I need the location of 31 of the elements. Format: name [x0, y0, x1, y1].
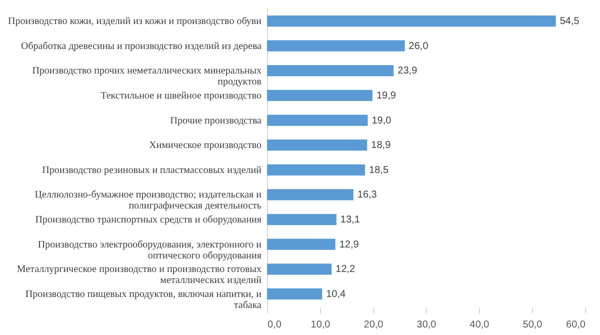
data-label: 19,0 — [372, 115, 392, 126]
data-label: 12,9 — [339, 239, 360, 250]
x-tick-label: 40,0 — [470, 320, 490, 330]
data-label: 54,5 — [560, 16, 580, 28]
y-tick-label: Производство кожи, изделий из кожи и производство обуви — [8, 16, 262, 28]
x-tick-label: 30,0 — [416, 320, 437, 330]
y-tick-label: Прочие производства — [170, 115, 262, 126]
y-tick-label: Химическое производство — [149, 140, 262, 152]
y-tick-label: Производство транспортных средств и оборудования — [35, 214, 262, 226]
x-tick-label: 0,0 — [268, 320, 282, 330]
data-label: 26,0 — [408, 40, 429, 52]
data-label: 10,4 — [326, 288, 346, 300]
data-label: 18,9 — [371, 140, 392, 152]
x-tick-label: 10,0 — [310, 320, 331, 330]
data-label: 12,2 — [336, 264, 356, 276]
x-tick-label: 60,0 — [566, 320, 586, 330]
y-tick-label: Целлюлозно-бумажное производство; издательская и полиграфическая деятельность — [34, 190, 262, 212]
data-label: 16,3 — [357, 190, 378, 201]
data-label: 13,1 — [340, 214, 360, 226]
y-tick-label: Текстильное и швейное производство — [100, 90, 262, 102]
x-tick-label: 50,0 — [522, 320, 543, 330]
y-tick-label: Обработка древесины и производство изделий из дерева — [20, 40, 262, 52]
y-tick-label: Производство пищевых продуктов, включая напитки, и табака — [25, 288, 262, 311]
y-tick-label: Производство резиновых и пластмассовых изделий — [42, 164, 262, 176]
y-tick-label: Металлургическое производство и производство готовых металлических изделий — [16, 264, 262, 286]
y-tick-label: Производство прочих неметаллических минеральных продуктов — [32, 66, 262, 88]
x-tick-label: 20,0 — [364, 320, 384, 330]
y-tick-label: Производство электрооборудования, электронного и оптического оборудования — [38, 239, 262, 262]
data-label: 19,9 — [376, 90, 396, 102]
data-label: 23,9 — [398, 66, 418, 77]
data-label: 18,5 — [369, 164, 389, 176]
